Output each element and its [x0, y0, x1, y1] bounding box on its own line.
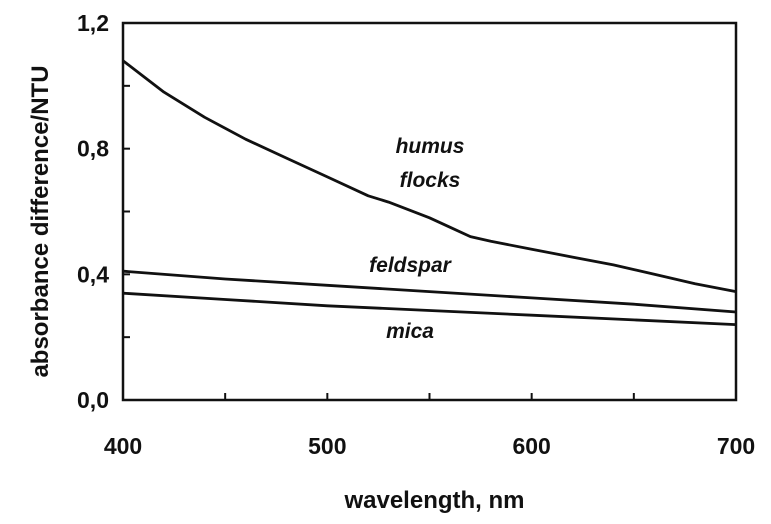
series-label: humus [396, 135, 465, 158]
x-tick-label: 600 [512, 433, 550, 459]
x-axis-ticks: 400 500 600 700 [104, 393, 755, 459]
series-label: mica [386, 320, 434, 343]
x-axis-title: wavelength, nm [343, 487, 524, 514]
series-line-feldspar [122, 269, 737, 314]
y-tick-label: 0,0 [77, 387, 109, 413]
y-tick-label: 1,2 [77, 10, 109, 36]
series-line-mica [122, 291, 737, 326]
y-tick-label: 0,8 [77, 136, 109, 162]
plot-area [121, 21, 738, 402]
y-tick-label: 0,4 [77, 261, 109, 287]
series-label: feldspar [369, 254, 453, 277]
x-tick-label: 500 [308, 433, 346, 459]
x-tick-label: 700 [717, 433, 755, 459]
y-axis-title: absorbance difference/NTU [27, 65, 54, 377]
y-axis-ticks: 0,0 0,4 0,8 1,2 [77, 10, 130, 413]
x-tick-label: 400 [104, 433, 142, 459]
series-lines [122, 59, 737, 326]
plot-frame [121, 21, 738, 402]
series-line-humus-flocks [122, 59, 737, 293]
series-label: flocks [400, 169, 461, 192]
series-labels: humus flocks feldspar mica [369, 135, 464, 343]
